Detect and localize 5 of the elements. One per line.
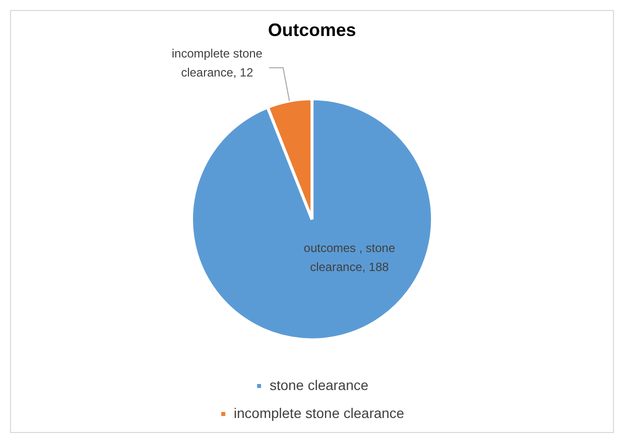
chart-title: Outcomes <box>268 20 356 40</box>
data-label: outcomes , stone clearance, 188 <box>304 241 396 274</box>
data-label: incomplete stone clearance, 12 <box>172 46 263 80</box>
legend-label: incomplete stone clearance <box>234 404 404 421</box>
legend-label: stone clearance <box>270 376 369 393</box>
